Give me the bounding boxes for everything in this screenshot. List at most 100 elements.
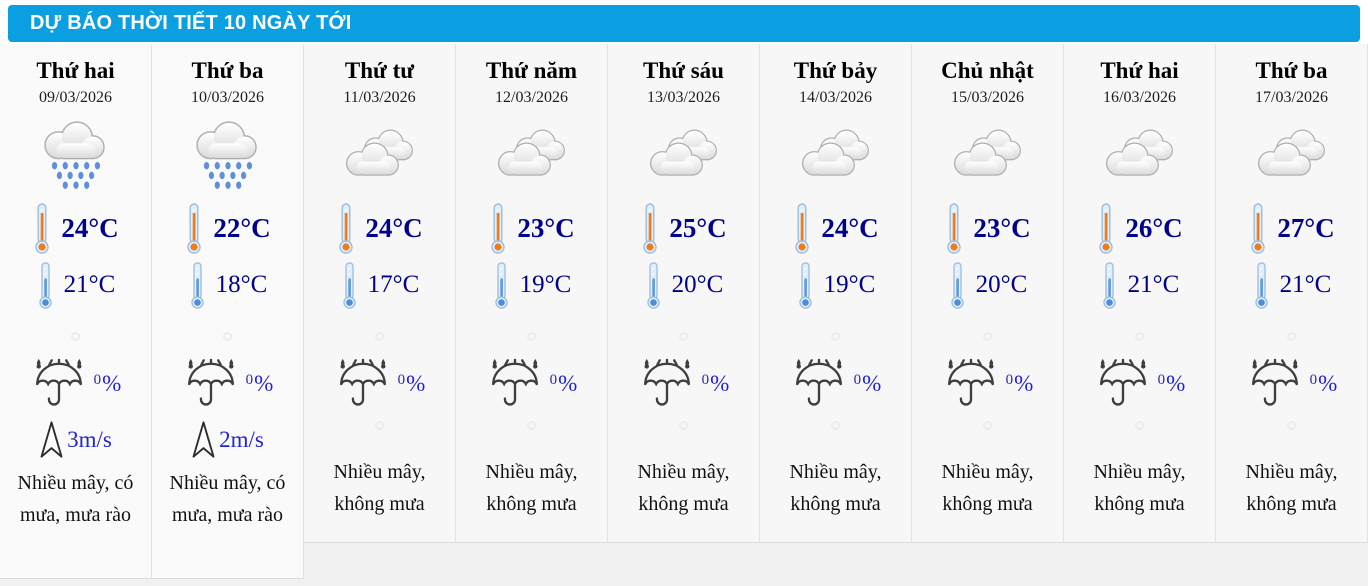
low-temp-value: 20°C [671, 271, 724, 298]
high-temperature-row: 24°C [336, 202, 423, 254]
rain-chance-unit: % [1318, 371, 1338, 396]
thermometer-low-icon [340, 261, 359, 309]
thermometer-low-icon [948, 261, 967, 309]
wind-row: 3m/s [39, 419, 112, 461]
placeholder-dot [223, 332, 232, 341]
forecast-day-card[interactable]: Thứ sáu 13/03/2026 25°C 20°C 0% Nhiều mâ… [608, 44, 760, 543]
forecast-row: Thứ hai 09/03/2026 24°C 21°C 0% 3m/s Nhi… [0, 44, 1368, 579]
rain-chance-value: 0 [245, 372, 254, 388]
forecast-day-card[interactable]: Thứ bảy 14/03/2026 24°C 19°C 0% Nhiều mâ… [760, 44, 912, 543]
high-temperature-row: 23°C [944, 202, 1031, 254]
day-name: Thứ ba [1255, 58, 1328, 83]
clouds-icon [1251, 114, 1333, 194]
rain-chance-unit: % [1166, 371, 1186, 396]
thermometer-low-icon [36, 261, 55, 309]
thermometer-low-icon [644, 261, 663, 309]
high-temp-value: 26°C [1125, 212, 1183, 243]
day-date: 10/03/2026 [191, 89, 264, 106]
rain-chance: 0% [246, 371, 274, 397]
forecast-day-card[interactable]: Thứ hai 16/03/2026 26°C 21°C 0% Nhiều mâ… [1064, 44, 1216, 543]
rain-chance: 0% [1158, 371, 1186, 397]
rain-chance-row: 0% [182, 351, 274, 417]
clouds-icon [339, 114, 421, 194]
high-temperature-row: 23°C [488, 202, 575, 254]
wind-speed-value: 3m/s [67, 427, 112, 452]
thermometer-high-icon [336, 202, 356, 254]
high-temp-value: 27°C [1277, 212, 1335, 243]
placeholder-dot [1287, 421, 1296, 430]
forecast-day-card[interactable]: Thứ năm 12/03/2026 23°C 19°C 0% Nhiều mâ… [456, 44, 608, 543]
high-temp-value: 23°C [973, 212, 1031, 243]
day-name: Thứ hai [1100, 58, 1179, 83]
forecast-day-card[interactable]: Thứ ba 10/03/2026 22°C 18°C 0% 2m/s Nhiề… [152, 44, 304, 579]
high-temp-value: 24°C [365, 212, 423, 243]
wind-arrow-icon [39, 420, 64, 460]
placeholder-dot [1135, 332, 1144, 341]
thermometer-low-icon [1100, 261, 1119, 309]
day-name: Thứ sáu [643, 58, 724, 83]
rain-cloud-icon [35, 114, 117, 194]
rain-chance-unit: % [406, 371, 426, 396]
low-temperature-row: 21°C [36, 261, 116, 309]
rain-chance: 0% [1006, 371, 1034, 397]
thermometer-high-icon [792, 202, 812, 254]
umbrella-icon [1094, 356, 1152, 412]
thermometer-high-icon [944, 202, 964, 254]
rain-chance-row: 0% [790, 351, 882, 417]
rain-cloud-icon [187, 114, 269, 194]
high-temperature-row: 22°C [184, 202, 271, 254]
low-temp-value: 21°C [1279, 271, 1332, 298]
day-description: Nhiều mây, không mưa [941, 461, 1034, 515]
clouds-icon [643, 114, 725, 194]
day-date: 16/03/2026 [1103, 89, 1176, 106]
low-temperature-row: 17°C [340, 261, 419, 309]
day-description: Nhiều mây, có mưa, mưa rào [169, 472, 286, 526]
low-temp-value: 18°C [215, 271, 268, 298]
rain-chance-unit: % [862, 371, 882, 396]
rain-chance-value: 0 [853, 372, 862, 388]
low-temp-value: 19°C [823, 271, 876, 298]
low-temperature-row: 19°C [492, 261, 571, 309]
forecast-day-card[interactable]: Chủ nhật 15/03/2026 23°C 20°C 0% Nhiều m… [912, 44, 1064, 543]
high-temp-value: 24°C [61, 212, 119, 243]
wind-row: 2m/s [191, 419, 264, 461]
day-description: Nhiều mây, không mưa [1245, 461, 1338, 515]
high-temperature-row: 24°C [32, 202, 119, 254]
rain-chance-value: 0 [93, 372, 102, 388]
day-date: 14/03/2026 [799, 89, 872, 106]
forecast-day-card[interactable]: Thứ ba 17/03/2026 27°C 21°C 0% Nhiều mây… [1216, 44, 1368, 543]
thermometer-high-icon [488, 202, 508, 254]
low-temperature-row: 21°C [1100, 261, 1179, 309]
thermometer-low-icon [492, 261, 511, 309]
low-temp-value: 21°C [63, 271, 116, 298]
thermometer-low-icon [188, 261, 207, 309]
placeholder-dot [831, 332, 840, 341]
low-temperature-row: 18°C [188, 261, 268, 309]
clouds-icon [947, 114, 1029, 194]
rain-chance-unit: % [710, 371, 730, 396]
wind-speed-value: 2m/s [219, 427, 264, 452]
clouds-icon [795, 114, 877, 194]
placeholder-dot [1287, 332, 1296, 341]
thermometer-high-icon [32, 202, 52, 254]
forecast-day-card[interactable]: Thứ hai 09/03/2026 24°C 21°C 0% 3m/s Nhi… [0, 44, 152, 579]
rain-chance-row: 0% [638, 351, 730, 417]
wind-arrow-icon [191, 420, 216, 460]
rain-chance-unit: % [254, 371, 274, 396]
rain-chance-value: 0 [397, 372, 406, 388]
umbrella-icon [790, 356, 848, 412]
rain-chance-row: 0% [1246, 351, 1338, 417]
high-temp-value: 24°C [821, 212, 879, 243]
placeholder-dot [375, 421, 384, 430]
low-temperature-row: 19°C [796, 262, 876, 308]
low-temperature-row: 20°C [644, 261, 724, 309]
high-temp-value: 25°C [669, 212, 727, 243]
rain-chance-unit: % [1014, 371, 1034, 396]
rain-chance-row: 0% [30, 351, 122, 417]
umbrella-icon [182, 356, 240, 412]
thermometer-high-icon [184, 202, 204, 254]
rain-chance: 0% [94, 371, 122, 397]
clouds-icon [1099, 114, 1181, 194]
thermometer-high-icon [1248, 202, 1268, 254]
forecast-day-card[interactable]: Thứ tư 11/03/2026 24°C 17°C 0% Nhiều mây… [304, 44, 456, 543]
